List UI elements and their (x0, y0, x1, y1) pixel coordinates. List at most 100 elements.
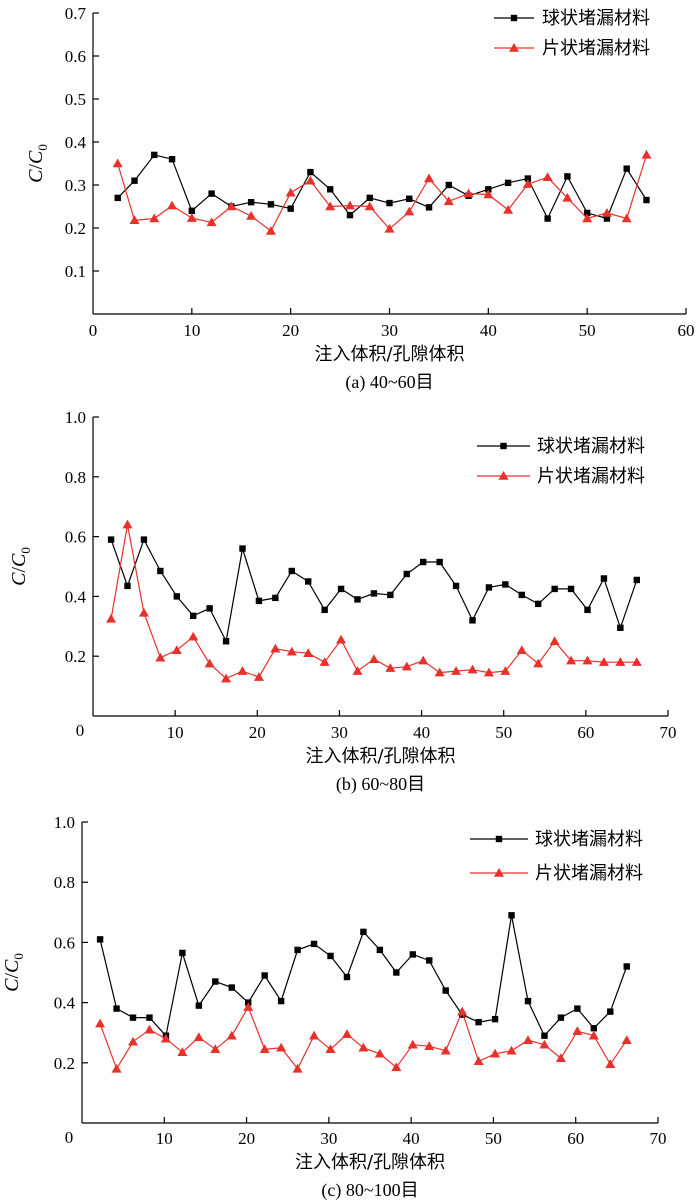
data-point (370, 590, 378, 597)
data-point (307, 168, 314, 176)
data-point (206, 217, 217, 227)
data-point (631, 657, 642, 666)
legend-label: 片状堵漏材料 (537, 466, 645, 487)
data-point (190, 612, 197, 620)
data-point (237, 666, 248, 675)
data-point (305, 578, 312, 585)
chart-panel-1: 0.1 0.2 0.3 0.4 0.5 0.6 0.7 0 10 20 30 40 50 60 注入体积/孔… (25, 4, 695, 393)
data-point (617, 624, 624, 631)
data-point (124, 582, 131, 590)
data-point (106, 613, 117, 623)
series-line (99, 1005, 628, 1071)
data-point (557, 1014, 565, 1021)
x-tick-label: 60 (567, 1129, 584, 1148)
data-point (485, 584, 493, 591)
x-tick-label: 30 (331, 723, 348, 742)
data-point (425, 204, 433, 211)
data-point (374, 1048, 385, 1058)
data-point (239, 545, 246, 552)
data-point (272, 594, 279, 602)
data-point (167, 200, 178, 210)
y-tick-label: 0.8 (54, 873, 75, 892)
y-axis-title: C/C0 (1, 953, 26, 992)
data-point (286, 646, 297, 656)
data-point (171, 645, 182, 654)
data-point (533, 658, 544, 668)
data-point (206, 605, 213, 612)
data-point (195, 1002, 203, 1009)
legend-marker (500, 442, 507, 450)
legend-marker (495, 835, 503, 843)
data-point (358, 1042, 369, 1052)
data-point (483, 189, 494, 199)
data-point (129, 1014, 137, 1021)
data-point (643, 196, 650, 204)
y-axis-title: C/C0 (25, 144, 50, 183)
series-flake (106, 519, 642, 683)
data-point (567, 585, 575, 593)
x-axis-title: 注入体积/孔隙体积 (295, 1152, 445, 1173)
data-point (112, 158, 123, 168)
data-point (360, 928, 367, 936)
data-point (325, 201, 336, 211)
data-point (113, 1005, 120, 1012)
data-point (469, 617, 476, 624)
data-point (418, 655, 429, 665)
y-axis-title: C/C0 (8, 547, 33, 586)
data-point (434, 667, 445, 677)
data-point (542, 172, 553, 182)
data-point (285, 187, 296, 197)
panel-caption: (c) 80~100目 (321, 1180, 418, 1201)
data-point (522, 1035, 533, 1044)
data-point (341, 1029, 352, 1038)
y-tick-label: 0.6 (54, 933, 75, 952)
y-tick-label: 0.2 (54, 1054, 75, 1073)
data-point (204, 658, 215, 668)
x-tick-label: 20 (249, 723, 266, 742)
data-point (385, 663, 396, 672)
data-point (588, 1030, 599, 1040)
panel-caption: (a) 40~60目 (345, 372, 433, 393)
x-tick-label: 0 (89, 321, 98, 340)
data-point (343, 973, 351, 981)
data-point (366, 194, 373, 202)
data-point (457, 1006, 468, 1016)
x-axis-title: 注入体积/孔隙体积 (314, 344, 464, 365)
data-point (522, 179, 533, 188)
data-point (463, 188, 474, 198)
legend-label: 球状堵漏材料 (535, 829, 643, 850)
data-point (310, 940, 318, 948)
data-point (287, 205, 294, 212)
data-point (111, 1063, 122, 1073)
y-tick-label: 0.4 (54, 994, 76, 1013)
data-point (151, 151, 158, 159)
x-tick-label: 10 (183, 321, 200, 340)
data-point (403, 570, 410, 578)
data-point (506, 1045, 517, 1055)
legend-marker (494, 868, 504, 877)
x-tick-label: 50 (579, 321, 596, 340)
x-tick-label: 40 (480, 321, 497, 340)
data-point (384, 223, 395, 233)
legend-marker (510, 14, 518, 22)
data-point (490, 1048, 501, 1058)
data-point (524, 175, 532, 182)
data-point (404, 206, 415, 216)
data-point (160, 1033, 171, 1043)
x-tick-label: 30 (381, 321, 398, 340)
data-point (140, 536, 148, 543)
series-line (117, 154, 648, 232)
y-tick-label: 0.4 (65, 587, 87, 606)
data-point (149, 213, 160, 223)
data-point (467, 664, 478, 674)
data-point (188, 631, 199, 641)
data-point (420, 558, 427, 566)
data-point (621, 1035, 632, 1044)
data-point (436, 558, 443, 566)
legend-label: 片状堵漏材料 (542, 38, 650, 59)
data-point (96, 936, 104, 943)
data-point (253, 672, 264, 681)
